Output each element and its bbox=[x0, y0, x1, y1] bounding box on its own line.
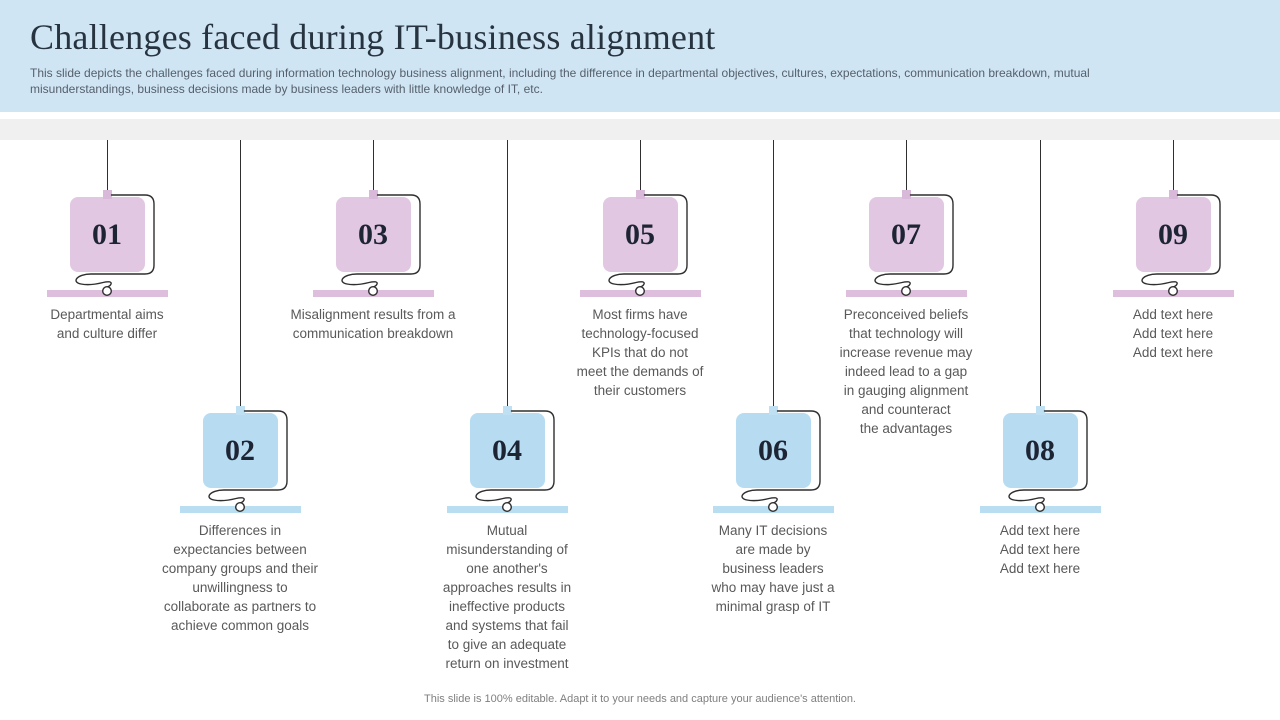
item-number: 05 bbox=[625, 217, 655, 251]
connector-square bbox=[102, 190, 112, 199]
underline-bar bbox=[446, 506, 568, 513]
underline-bar bbox=[845, 290, 967, 297]
underline-bar bbox=[979, 506, 1101, 513]
challenge-text[interactable]: Add text here Add text here Add text her… bbox=[999, 523, 1081, 576]
item-number: 08 bbox=[1025, 433, 1055, 467]
connector-square bbox=[368, 190, 378, 199]
underline-bar bbox=[1112, 290, 1234, 297]
box-zone: 01 bbox=[17, 194, 197, 296]
underline-bar bbox=[312, 290, 434, 297]
connector-line bbox=[905, 140, 907, 190]
slide-footnote: This slide is 100% editable. Adapt it to… bbox=[424, 693, 856, 705]
underline-bar bbox=[46, 290, 168, 297]
connector-line bbox=[239, 140, 241, 406]
challenge-text[interactable]: Add text here Add text here Add text her… bbox=[1132, 307, 1214, 360]
challenge-text[interactable]: Most firms have technology-focused KPIs … bbox=[576, 307, 704, 398]
box-zone: 02 bbox=[150, 410, 330, 512]
number-box[interactable]: 01 bbox=[69, 197, 145, 272]
item-number: 09 bbox=[1158, 217, 1188, 251]
connector-square bbox=[235, 406, 245, 415]
challenge-item-05: 05 Most firms have technology-focused KP… bbox=[550, 140, 730, 400]
connector-square bbox=[1168, 190, 1178, 199]
challenge-item-04: 04 Mutual misunderstanding of one anothe… bbox=[417, 140, 597, 673]
connector-line bbox=[1172, 140, 1174, 190]
number-box[interactable]: 06 bbox=[735, 413, 811, 488]
connector-square bbox=[635, 190, 645, 199]
number-box[interactable]: 05 bbox=[602, 197, 678, 272]
item-number: 03 bbox=[358, 217, 388, 251]
challenge-text[interactable]: Departmental aims and culture differ bbox=[50, 307, 164, 341]
challenge-text[interactable]: Differences in expectancies between comp… bbox=[161, 523, 319, 633]
connector-line bbox=[639, 140, 641, 190]
connector-line bbox=[1039, 140, 1041, 406]
connector-square bbox=[502, 406, 512, 415]
box-zone: 09 bbox=[1083, 194, 1263, 296]
connector-line bbox=[772, 140, 774, 406]
number-box[interactable]: 03 bbox=[335, 197, 411, 272]
slide-subtitle: This slide depicts the challenges faced … bbox=[30, 66, 1090, 96]
challenge-text[interactable]: Misalignment results from a communicatio… bbox=[290, 307, 456, 341]
connector-line bbox=[106, 140, 108, 190]
connector-square bbox=[1035, 406, 1045, 415]
box-zone: 04 bbox=[417, 410, 597, 512]
item-number: 04 bbox=[492, 433, 522, 467]
challenge-item-01: 01 Departmental aims and culture differ bbox=[17, 140, 197, 343]
connector-line bbox=[506, 140, 508, 406]
timeline-stage: 01 Departmental aims and culture differ … bbox=[0, 140, 1280, 720]
item-number: 02 bbox=[225, 433, 255, 467]
item-number: 07 bbox=[891, 217, 921, 251]
connector-square bbox=[768, 406, 778, 415]
challenge-item-07: 07 Preconceived beliefs that technology … bbox=[816, 140, 996, 438]
divider-band bbox=[0, 119, 1280, 140]
connector-square bbox=[901, 190, 911, 199]
challenge-text[interactable]: Mutual misunderstanding of one another's… bbox=[442, 523, 572, 671]
challenge-text[interactable]: Preconceived beliefs that technology wil… bbox=[839, 307, 973, 436]
box-zone: 08 bbox=[950, 410, 1130, 512]
underline-bar bbox=[712, 506, 834, 513]
item-number: 06 bbox=[758, 433, 788, 467]
challenge-item-03: 03 Misalignment results from a communica… bbox=[283, 140, 463, 343]
item-number: 01 bbox=[92, 217, 122, 251]
challenge-item-06: 06 Many IT decisions are made by busines… bbox=[683, 140, 863, 616]
number-box[interactable]: 09 bbox=[1135, 197, 1211, 272]
number-box[interactable]: 02 bbox=[202, 413, 278, 488]
challenge-text[interactable]: Many IT decisions are made by business l… bbox=[711, 523, 835, 614]
connector-line bbox=[372, 140, 374, 190]
slide-header: Challenges faced during IT-business alig… bbox=[0, 0, 1280, 112]
number-box[interactable]: 04 bbox=[469, 413, 545, 488]
underline-bar bbox=[179, 506, 301, 513]
underline-bar bbox=[579, 290, 701, 297]
number-box[interactable]: 07 bbox=[868, 197, 944, 272]
box-zone: 06 bbox=[683, 410, 863, 512]
number-box[interactable]: 08 bbox=[1002, 413, 1078, 488]
challenge-item-09: 09 Add text here Add text here Add text … bbox=[1083, 140, 1263, 362]
page-title: Challenges faced during IT-business alig… bbox=[30, 17, 716, 57]
